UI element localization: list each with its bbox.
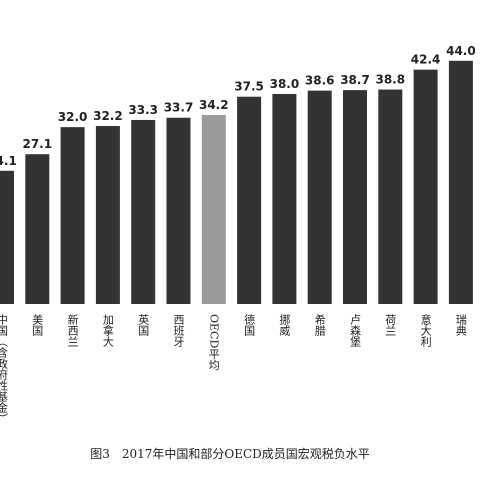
bar — [237, 96, 262, 305]
value-label: 33.7 — [164, 101, 194, 115]
value-label: 37.5 — [234, 80, 264, 94]
bar — [25, 154, 50, 304]
chart-title: 图3 2017年中国和部分OECD成员国宏观税负水平 — [90, 446, 370, 461]
value-label: 32.0 — [58, 110, 88, 124]
value-label: 32.2 — [93, 109, 123, 123]
bar — [60, 127, 85, 304]
bar — [95, 126, 120, 304]
x-tick-label: 卢森堡 — [349, 314, 362, 347]
x-tick-label: 希腊 — [313, 313, 326, 337]
value-label: 38.7 — [340, 73, 370, 87]
value-label: 34.2 — [199, 98, 229, 112]
bar — [0, 170, 14, 304]
bar — [448, 60, 473, 304]
x-tick-label: 西班牙 — [172, 314, 185, 348]
x-tick-label: 意大利 — [419, 313, 432, 347]
bar — [272, 93, 297, 304]
bar — [131, 119, 156, 304]
value-label: 33.3 — [128, 103, 158, 117]
x-tick-label: 中国（含政府性基金） — [0, 314, 9, 424]
bar — [201, 114, 226, 304]
value-label: 38.6 — [305, 74, 335, 88]
bar — [413, 69, 438, 304]
bar — [378, 89, 403, 305]
bar — [307, 90, 332, 304]
x-tick-label: 挪威 — [278, 313, 291, 337]
x-tick-label: 德国 — [243, 313, 256, 337]
x-tick-label: 加拿大 — [101, 314, 114, 347]
value-label: 24.1 — [0, 154, 17, 168]
x-tick-label: 英国 — [137, 313, 150, 337]
bar — [343, 90, 367, 304]
value-label: 27.1 — [22, 137, 52, 151]
value-label: 44.0 — [446, 44, 476, 58]
bar — [166, 117, 191, 304]
x-tick-label: 荷兰 — [384, 314, 397, 336]
value-label: 38.0 — [270, 77, 300, 91]
value-label: 38.8 — [375, 73, 405, 87]
x-tick-label: 瑞典 — [454, 313, 467, 337]
value-label: 42.4 — [411, 53, 441, 67]
x-tick-label: 美国 — [31, 314, 44, 337]
x-tick-label: OECD平均 — [207, 314, 220, 371]
x-tick-label: 新西兰 — [66, 313, 79, 347]
